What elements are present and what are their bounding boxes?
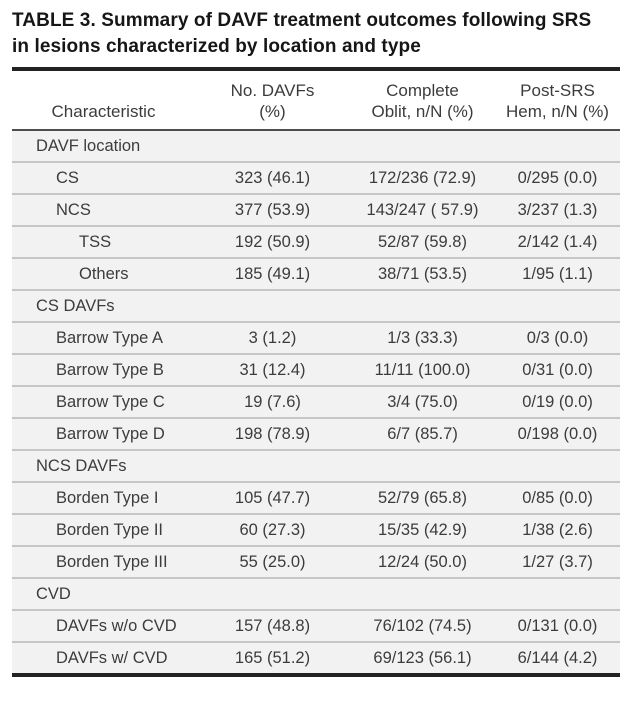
table-row: Others 185 (49.1) 38/71 (53.5) 1/95 (1.1)	[12, 257, 620, 289]
cell-no-davfs: 323 (46.1)	[234, 168, 311, 187]
table-row: Barrow Type D 198 (78.9) 6/7 (85.7) 0/198 (…	[12, 417, 620, 449]
cell-complete-oblit: 15/35 (42.9)	[378, 520, 467, 539]
table-title-line1: TABLE 3. Summary of DAVF treatment outco…	[12, 10, 592, 31]
section-header-row: NCS DAVFs	[12, 449, 620, 481]
cell-complete-oblit: 1/3 (33.3)	[387, 328, 458, 347]
row-label: Barrow Type D	[56, 424, 165, 443]
cell-post-srs-hem: 1/27 (3.7)	[522, 552, 593, 571]
cell-no-davfs: 55 (25.0)	[239, 552, 306, 571]
cell-no-davfs: 105 (47.7)	[234, 488, 311, 507]
cell-no-davfs: 377 (53.9)	[234, 200, 311, 219]
row-label: Others	[79, 264, 129, 283]
row-label: CS	[56, 168, 79, 187]
cell-complete-oblit: 52/79 (65.8)	[378, 488, 467, 507]
row-label: CS DAVFs	[36, 296, 115, 315]
row-label: DAVFs w/o CVD	[56, 616, 177, 635]
cell-post-srs-hem: 0/31 (0.0)	[522, 360, 593, 379]
table-row: Barrow Type C 19 (7.6) 3/4 (75.0) 0/19 (0.0…	[12, 385, 620, 417]
table-title: TABLE 3. Summary of DAVF treatment outco…	[12, 8, 620, 60]
row-label: CVD	[36, 584, 71, 603]
cell-no-davfs: 3 (1.2)	[248, 328, 297, 347]
row-label: NCS DAVFs	[36, 456, 127, 475]
header-line: Characteristic	[51, 102, 156, 121]
cell-complete-oblit: 69/123 (56.1)	[373, 648, 472, 667]
row-label: TSS	[79, 232, 112, 251]
column-header-characteristic: Characteristic	[12, 80, 195, 122]
header-line: Complete	[386, 81, 459, 100]
column-header-post-srs-hem: Post-SRS Hem, n/N (%)	[495, 80, 620, 122]
table-row: Borden Type III 55 (25.0) 12/24 (50.0) 1/27…	[12, 545, 620, 577]
section-header-row: CVD	[12, 577, 620, 609]
table-row: DAVFs w/ CVD 165 (51.2) 69/123 (56.1) 6/144…	[12, 641, 620, 673]
table-row: DAVFs w/o CVD 157 (48.8) 76/102 (74.5) 0/13…	[12, 609, 620, 641]
cell-post-srs-hem: 3/237 (1.3)	[517, 200, 598, 219]
column-header-complete-oblit: Complete Oblit, n/N (%)	[350, 80, 495, 122]
cell-complete-oblit: 3/4 (75.0)	[387, 392, 458, 411]
cell-no-davfs: 198 (78.9)	[234, 424, 311, 443]
row-label: DAVFs w/ CVD	[56, 648, 168, 667]
header-line: (%)	[259, 102, 286, 121]
table-header-row: Characteristic No. DAVFs (%) Complete Ob…	[12, 71, 620, 131]
cell-no-davfs: 165 (51.2)	[234, 648, 311, 667]
cell-post-srs-hem: 0/131 (0.0)	[517, 616, 598, 635]
cell-post-srs-hem: 6/144 (4.2)	[517, 648, 598, 667]
cell-post-srs-hem: 0/85 (0.0)	[522, 488, 593, 507]
cell-complete-oblit: 38/71 (53.5)	[378, 264, 467, 283]
table-row: Borden Type I 105 (47.7) 52/79 (65.8) 0/85 …	[12, 481, 620, 513]
cell-complete-oblit: 172/236 (72.9)	[368, 168, 477, 187]
header-line: No. DAVFs	[230, 81, 315, 100]
row-label: Barrow Type A	[56, 328, 164, 347]
bottom-rule	[12, 673, 620, 677]
table-3-figure: TABLE 3. Summary of DAVF treatment outco…	[12, 8, 620, 677]
cell-complete-oblit: 76/102 (74.5)	[373, 616, 472, 635]
cell-no-davfs: 185 (49.1)	[234, 264, 311, 283]
cell-post-srs-hem: 0/295 (0.0)	[517, 168, 598, 187]
table-row: Borden Type II 60 (27.3) 15/35 (42.9) 1/38 …	[12, 513, 620, 545]
cell-post-srs-hem: 2/142 (1.4)	[517, 232, 598, 251]
column-header-no-davfs: No. DAVFs (%)	[195, 80, 350, 122]
table-row: Barrow Type B 31 (12.4) 11/11 (100.0) 0/31 …	[12, 353, 620, 385]
cell-post-srs-hem: 1/95 (1.1)	[522, 264, 593, 283]
row-label: DAVF location	[36, 136, 141, 155]
cell-complete-oblit: 12/24 (50.0)	[378, 552, 467, 571]
row-label: Borden Type I	[56, 488, 159, 507]
row-label: Borden Type III	[56, 552, 168, 571]
header-line: Oblit, n/N (%)	[371, 102, 474, 121]
row-label: Barrow Type B	[56, 360, 164, 379]
cell-post-srs-hem: 0/3 (0.0)	[526, 328, 589, 347]
row-label: NCS	[56, 200, 91, 219]
row-label: Barrow Type C	[56, 392, 165, 411]
cell-post-srs-hem: 1/38 (2.6)	[522, 520, 593, 539]
top-rule	[12, 67, 620, 71]
cell-no-davfs: 192 (50.9)	[234, 232, 311, 251]
cell-complete-oblit: 143/247 ( 57.9)	[366, 200, 479, 219]
cell-complete-oblit: 6/7 (85.7)	[387, 424, 458, 443]
cell-post-srs-hem: 0/198 (0.0)	[517, 424, 598, 443]
table-row: NCS 377 (53.9) 143/247 ( 57.9) 3/237 (1.3)	[12, 193, 620, 225]
cell-complete-oblit: 11/11 (100.0)	[374, 360, 471, 379]
section-header-row: DAVF location	[12, 131, 620, 161]
cell-no-davfs: 157 (48.8)	[234, 616, 311, 635]
cell-no-davfs: 19 (7.6)	[244, 392, 301, 411]
header-line: Post-SRS	[520, 81, 595, 100]
table-row: CS 323 (46.1) 172/236 (72.9) 0/295 (0.0)	[12, 161, 620, 193]
table-body: DAVF location CS 323 (46.1) 172/236 (72.9) 0…	[12, 131, 620, 673]
cell-complete-oblit: 52/87 (59.8)	[378, 232, 467, 251]
row-label: Borden Type II	[56, 520, 164, 539]
table-row: TSS 192 (50.9) 52/87 (59.8) 2/142 (1.4)	[12, 225, 620, 257]
section-header-row: CS DAVFs	[12, 289, 620, 321]
cell-no-davfs: 31 (12.4)	[239, 360, 306, 379]
cell-post-srs-hem: 0/19 (0.0)	[522, 392, 593, 411]
table-title-line2: in lesions characterized by location and…	[12, 36, 421, 57]
table-row: Barrow Type A 3 (1.2) 1/3 (33.3) 0/3 (0.0)	[12, 321, 620, 353]
cell-no-davfs: 60 (27.3)	[239, 520, 306, 539]
header-line: Hem, n/N (%)	[506, 102, 609, 121]
